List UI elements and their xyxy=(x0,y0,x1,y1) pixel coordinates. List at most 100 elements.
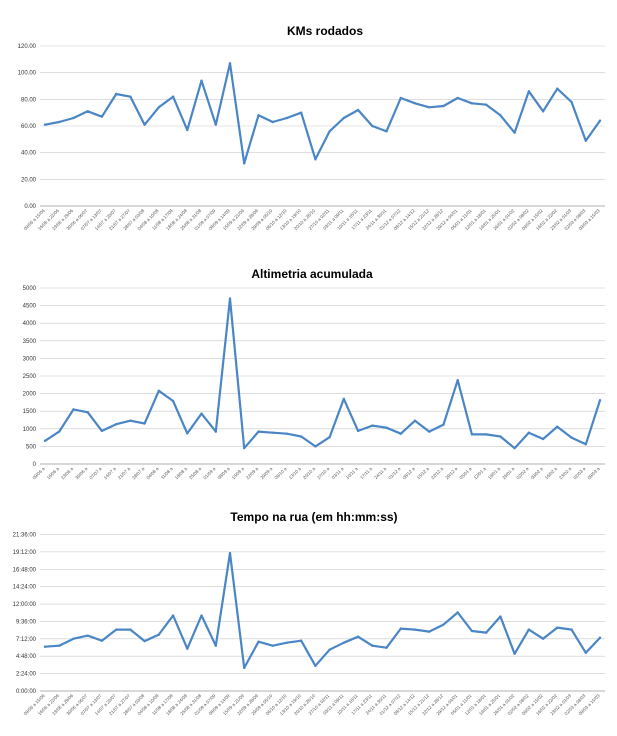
data-point xyxy=(442,623,445,626)
x-tick-label: 24/11 a xyxy=(373,466,387,480)
y-tick-label: 4:48:00 xyxy=(16,654,37,660)
series-line xyxy=(43,297,602,450)
data-point xyxy=(114,628,118,631)
data-point xyxy=(527,628,531,631)
data-point xyxy=(484,433,488,436)
data-point xyxy=(228,62,232,65)
series-line xyxy=(43,62,602,165)
data-point xyxy=(342,397,346,401)
chart-kms-rodados: KMs rodados 0.00 20.00 40.00 60.00 80.00 100.… xyxy=(18,24,605,231)
y-tick-label: 500 xyxy=(26,444,37,450)
data-point xyxy=(186,128,189,132)
data-point xyxy=(328,436,331,439)
data-point xyxy=(556,626,559,629)
x-tick-label: 02/02 a xyxy=(515,466,530,481)
data-point xyxy=(186,432,189,435)
data-point xyxy=(72,116,75,120)
x-tick-label: 23/02 a xyxy=(558,466,573,481)
data-point xyxy=(171,399,175,403)
data-point xyxy=(129,95,132,98)
x-tick-label: 19/01 a xyxy=(487,466,502,481)
data-point xyxy=(442,423,445,426)
chart-title: KMs rodados xyxy=(287,24,363,38)
data-point xyxy=(428,430,431,433)
y-tick-label: 7:12:00 xyxy=(16,637,37,643)
data-point xyxy=(314,664,317,668)
data-point xyxy=(43,439,47,442)
data-point xyxy=(299,111,303,114)
y-tick-label: 4000 xyxy=(23,321,37,327)
y-tick-label: 1000 xyxy=(23,427,37,433)
data-point xyxy=(598,399,602,402)
y-tick-label: 5000 xyxy=(23,286,37,292)
data-point xyxy=(171,614,175,617)
chart-tempo-na-rua: Tempo na rua (em hh:mm:ss) 0:00:00 2:24:0… xyxy=(13,510,605,716)
y-tick-label: 9:36:00 xyxy=(16,619,37,625)
data-point xyxy=(43,123,47,126)
x-tick-label: 15/09 a xyxy=(231,466,246,481)
y-tick-label: 120.00 xyxy=(18,44,37,50)
x-tick-label: 16/06 a xyxy=(46,466,61,481)
y-tick-label: 12:00:00 xyxy=(13,602,37,608)
x-tick-label: 12/01 a xyxy=(473,466,488,481)
x-tick-label: 09/03 a xyxy=(587,466,602,481)
data-point xyxy=(513,446,516,450)
data-point xyxy=(356,429,360,433)
x-tick-label: 03/11 a xyxy=(331,466,345,480)
data-point xyxy=(470,629,474,633)
y-tick-label: 2500 xyxy=(23,374,37,380)
y-tick-label: 3000 xyxy=(23,356,37,362)
data-point xyxy=(356,635,360,638)
data-point xyxy=(200,614,203,617)
data-point xyxy=(157,389,161,392)
data-point xyxy=(72,408,75,411)
x-tick-label: 21/07 a xyxy=(117,466,132,481)
data-point xyxy=(72,637,75,640)
data-point xyxy=(556,87,559,90)
data-point xyxy=(114,423,118,426)
data-point xyxy=(100,429,104,433)
y-tick-label: 60.00 xyxy=(21,124,37,130)
chart-title: Tempo na rua (em hh:mm:ss) xyxy=(230,510,397,524)
data-point xyxy=(456,379,459,382)
data-point xyxy=(214,430,217,433)
data-point xyxy=(541,437,545,441)
data-point xyxy=(541,110,545,113)
x-tick-label: 04/08 a xyxy=(145,466,160,481)
data-point xyxy=(513,652,516,655)
data-point xyxy=(214,644,217,647)
x-tick-label: 11/08 a xyxy=(160,466,174,480)
data-point xyxy=(285,432,289,435)
data-point xyxy=(442,104,445,108)
data-point xyxy=(513,131,516,134)
data-point xyxy=(584,651,587,654)
data-point xyxy=(371,644,374,647)
data-point xyxy=(143,123,146,126)
data-point xyxy=(171,95,175,98)
x-tick-label: 18/08 a xyxy=(174,466,189,481)
data-point xyxy=(257,114,260,117)
data-point xyxy=(570,436,573,439)
y-tick-label: 0:00:00 xyxy=(16,689,37,695)
data-point xyxy=(371,124,374,128)
data-point xyxy=(413,419,417,422)
data-point xyxy=(456,96,459,100)
data-point xyxy=(570,100,573,104)
data-point xyxy=(243,446,246,450)
x-tick-label: 16/02 a xyxy=(544,466,559,481)
x-tick-label: 09/02 a xyxy=(530,466,545,481)
y-tick-label: 1500 xyxy=(23,409,37,415)
data-point xyxy=(499,435,502,438)
data-point xyxy=(100,115,104,118)
data-point xyxy=(271,120,274,124)
data-point xyxy=(385,426,388,429)
data-point xyxy=(86,634,89,637)
data-point xyxy=(584,443,587,446)
data-point xyxy=(484,631,488,634)
x-tick-label: 29/09 a xyxy=(259,466,274,481)
x-tick-label: 08/09 a xyxy=(217,466,232,481)
x-tick-label: 06/10 a xyxy=(273,466,288,481)
y-tick-label: 21:36:00 xyxy=(13,532,37,538)
data-point xyxy=(285,641,289,644)
x-tick-label: 22/12 a xyxy=(430,466,445,481)
